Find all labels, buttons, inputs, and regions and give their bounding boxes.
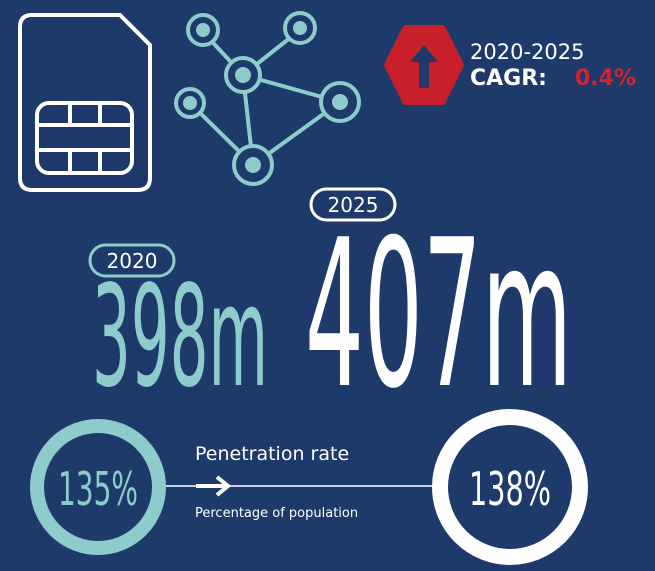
penetration-subtitle: Percentage of population [195,506,358,521]
end-penetration: 138% [469,462,551,516]
year-pill [88,243,176,278]
cagr-label: CAGR: [470,66,547,91]
end-year: 2025 [328,193,379,217]
period: 2020-2025 [470,40,584,64]
arrow [196,475,232,497]
penetration-title: Penetration rate [195,443,349,465]
end-ring [432,409,588,565]
growth-badge [384,25,464,105]
start-year: 2020 [107,249,158,273]
year-pill [309,187,397,222]
network-icon [174,11,361,186]
end-value: 407m [305,197,572,434]
start-ring [30,419,166,555]
start-penetration: 135% [58,462,138,516]
cagr-value: 0.4% [575,66,636,91]
sim-icon [18,13,152,192]
start-value: 398m [92,256,268,419]
